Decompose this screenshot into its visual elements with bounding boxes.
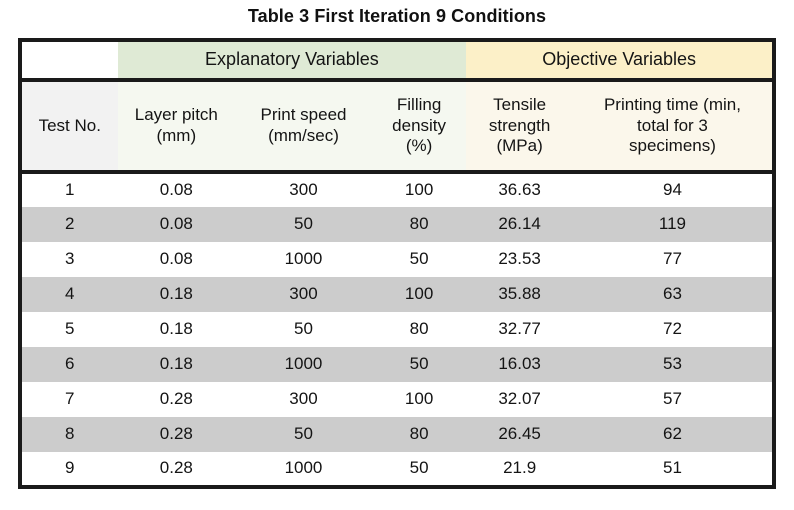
cell-print-speed: 1000 — [284, 249, 323, 269]
cell-printing-time: 57 — [662, 389, 682, 409]
group-header-objective-variables: Objective Variables — [466, 40, 774, 82]
cell-tensile-strength: 32.07 — [498, 389, 541, 409]
cell-print-speed: 50 — [294, 214, 313, 234]
cell-filling-density: 80 — [409, 319, 429, 339]
cell-tensile-strength: 16.03 — [498, 354, 541, 374]
table-body: 1 0.08 300 100 36.63 94 2 0.08 50 80 26.14 119 3 0.08… — [20, 172, 774, 487]
cell-printing-time: 51 — [662, 458, 682, 478]
column-header-row: Test No. Layer pitch (mm) Print speed (mm/… — [20, 80, 774, 174]
conditions-table: Explanatory Variables Objective Variable… — [18, 38, 776, 489]
cell-layer-pitch: 0.18 — [159, 284, 193, 304]
table-row: 1 0.08 300 100 36.63 94 — [20, 172, 774, 207]
table-row: 8 0.28 50 80 26.45 62 — [20, 417, 774, 452]
cell-print-speed: 300 — [289, 180, 318, 200]
table-row: 5 0.18 50 80 32.77 72 — [20, 312, 774, 347]
cell-printing-time: 119 — [658, 214, 686, 234]
cell-filling-density: 100 — [404, 389, 434, 409]
cell-test-no: 4 — [65, 284, 75, 304]
cell-filling-density: 80 — [409, 424, 429, 444]
cell-layer-pitch: 0.28 — [159, 458, 193, 478]
cell-test-no: 6 — [65, 354, 75, 374]
table-row: 6 0.18 1000 50 16.03 53 — [20, 347, 774, 382]
table-caption: Table 3 First Iteration 9 Conditions — [247, 6, 547, 26]
table-row: 4 0.18 300 100 35.88 63 — [20, 277, 774, 312]
column-header-test-no: Test No. — [20, 80, 118, 174]
cell-print-speed: 50 — [294, 424, 313, 444]
cell-printing-time: 72 — [662, 319, 682, 339]
table-row: 3 0.08 1000 50 23.53 77 — [20, 242, 774, 277]
cell-layer-pitch: 0.18 — [159, 354, 193, 374]
cell-test-no: 2 — [65, 214, 75, 234]
cell-filling-density: 80 — [409, 214, 429, 234]
cell-printing-time: 77 — [662, 249, 682, 269]
cell-tensile-strength: 26.14 — [498, 214, 541, 234]
cell-layer-pitch: 0.08 — [159, 180, 193, 200]
cell-printing-time: 62 — [662, 424, 682, 444]
cell-test-no: 5 — [65, 319, 75, 339]
table-row: 9 0.28 1000 50 21.9 51 — [20, 452, 774, 487]
cell-filling-density: 50 — [409, 249, 429, 269]
cell-filling-density: 100 — [404, 180, 434, 200]
cell-print-speed: 300 — [289, 389, 318, 409]
group-header-explanatory-variables: Explanatory Variables — [117, 40, 467, 82]
cell-layer-pitch: 0.08 — [159, 214, 193, 234]
cell-tensile-strength: 36.63 — [498, 180, 541, 200]
cell-printing-time: 53 — [662, 354, 682, 374]
cell-tensile-strength: 21.9 — [503, 458, 537, 478]
cell-test-no: 3 — [65, 249, 75, 269]
cell-printing-time: 63 — [662, 284, 682, 304]
group-header-row: Explanatory Variables Objective Variable… — [20, 40, 774, 82]
cell-tensile-strength: 35.88 — [498, 284, 541, 304]
column-header-filling-density: Filling density (%) — [371, 80, 467, 174]
cell-print-speed: 1000 — [284, 458, 323, 478]
table-row: 2 0.08 50 80 26.14 119 — [20, 207, 774, 242]
cell-print-speed: 50 — [294, 319, 313, 339]
column-header-tensile-strength: Tensile strength (MPa) — [466, 80, 573, 174]
cell-filling-density: 100 — [404, 284, 434, 304]
cell-tensile-strength: 32.77 — [498, 319, 541, 339]
cell-layer-pitch: 0.18 — [159, 319, 193, 339]
column-header-print-speed: Print speed (mm/sec) — [235, 80, 372, 174]
cell-layer-pitch: 0.28 — [159, 389, 193, 409]
cell-print-speed: 1000 — [284, 354, 323, 374]
cell-layer-pitch: 0.28 — [159, 424, 193, 444]
cell-test-no: 1 — [65, 180, 75, 200]
cell-layer-pitch: 0.08 — [159, 249, 193, 269]
cell-test-no: 9 — [65, 458, 75, 478]
cell-print-speed: 300 — [289, 284, 318, 304]
table-row: 7 0.28 300 100 32.07 57 — [20, 382, 774, 417]
column-header-printing-time: Printing time (min, total for 3 specimen… — [572, 80, 774, 174]
column-header-layer-pitch: Layer pitch (mm) — [117, 80, 236, 174]
cell-tensile-strength: 26.45 — [498, 424, 541, 444]
cell-printing-time: 94 — [662, 180, 682, 200]
group-header-blank — [20, 40, 118, 82]
cell-test-no: 7 — [65, 389, 75, 409]
cell-filling-density: 50 — [409, 354, 429, 374]
cell-test-no: 8 — [65, 424, 75, 444]
cell-tensile-strength: 23.53 — [498, 249, 541, 269]
cell-filling-density: 50 — [409, 458, 429, 478]
